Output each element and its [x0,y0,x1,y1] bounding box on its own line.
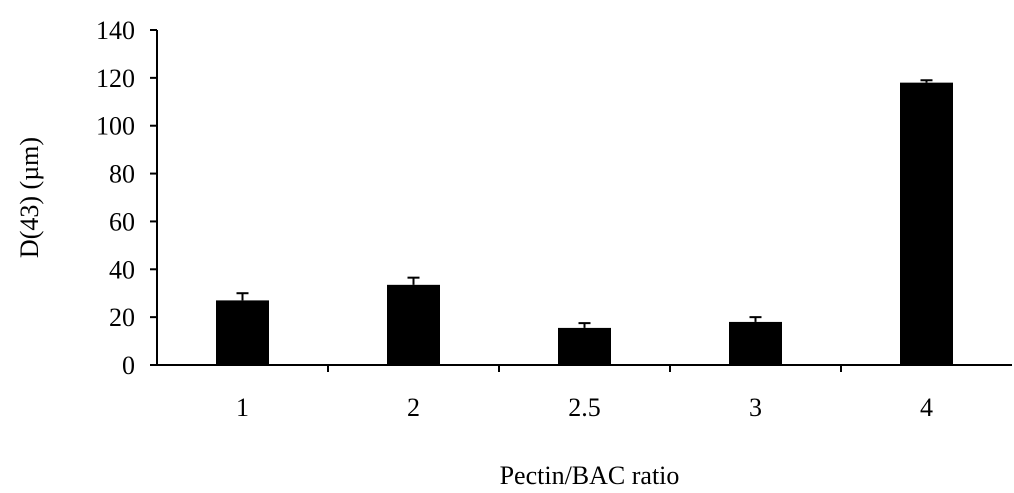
x-tick-label: 2.5 [568,393,601,422]
x-axis-title: Pectin/BAC ratio [500,461,680,490]
error-bar [749,316,762,322]
y-axis-title: D(43) (µm) [15,137,44,258]
y-axis-ticks: 0 20 40 60 80 100 120 140 [96,16,157,380]
x-tick-label: 1 [236,393,249,422]
bar [216,300,269,365]
y-tick-label: 80 [109,160,135,189]
bar [729,321,782,365]
bar [558,327,611,365]
plot-area: 0 20 40 60 80 100 120 140 1 2 2.5 3 4 [96,16,1012,422]
bars [216,82,953,366]
error-bars [236,79,933,328]
bar [900,82,953,366]
y-tick-label: 60 [109,207,135,236]
y-tick-label: 100 [96,112,135,141]
x-axis-ticks: 1 2 2.5 3 4 [236,365,933,422]
x-tick-label: 3 [749,393,762,422]
y-tick-label: 0 [122,351,135,380]
error-bar [236,292,249,301]
y-tick-label: 40 [109,255,135,284]
x-tick-label: 4 [920,393,933,422]
error-bar [407,276,420,285]
y-tick-label: 120 [96,64,135,93]
y-tick-label: 20 [109,303,135,332]
error-bar [920,79,933,83]
y-tick-label: 140 [96,16,135,45]
x-tick-label: 2 [407,393,420,422]
bar [387,284,440,365]
error-bar [578,322,591,328]
